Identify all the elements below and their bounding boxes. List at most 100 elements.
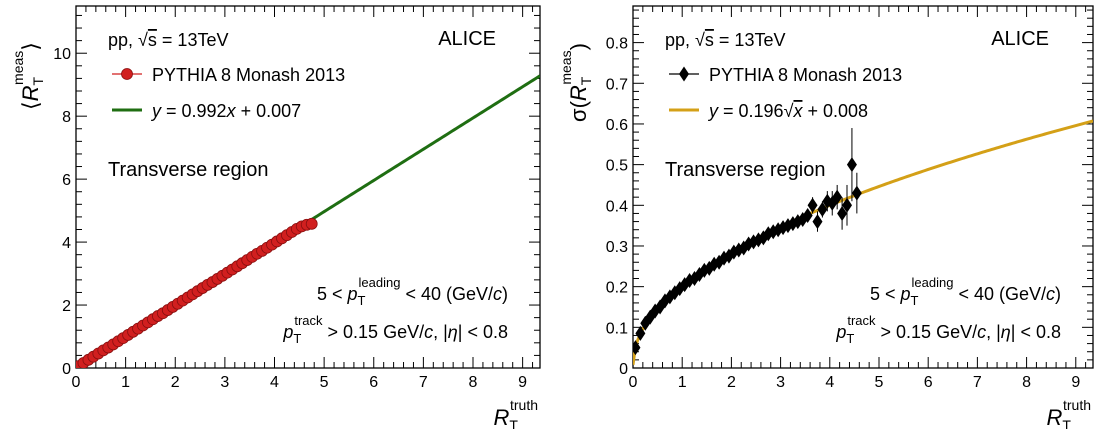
data-point [633, 340, 641, 356]
x-tick-label: 4 [270, 374, 279, 391]
y-tick-label: 10 [53, 46, 71, 63]
cut-leading-label: 5 < pTleading < 40 (GeV/c) [870, 275, 1061, 308]
y-axis-label-main: R [566, 85, 591, 101]
track-mid: > 0.15 GeV/ [323, 322, 425, 342]
cut-sub: T [911, 293, 919, 308]
data-point [851, 185, 862, 201]
y-tick-label: 0 [619, 361, 628, 378]
x-tick-label: 9 [1071, 374, 1080, 391]
legend: PYTHIA 8 Monash 2013 y = 0.992x + 0.007 [112, 65, 345, 121]
region-label: Transverse region [108, 159, 268, 181]
data-point [807, 197, 818, 213]
y-axis-label-open: ⟨ [18, 101, 43, 110]
x-tick-label: 0 [629, 374, 638, 391]
x-tick-label: 7 [973, 374, 982, 391]
legend-label-fit: y = 0.196√x + 0.008 [707, 101, 868, 121]
data-point [305, 217, 318, 230]
y-axis-label-main: R [18, 85, 43, 101]
x-axis-label-main: R [1047, 405, 1063, 429]
data-point [635, 325, 646, 341]
fit-pre: = 0.992 [161, 101, 227, 121]
legend-label-pythia: PYTHIA 8 Monash 2013 [709, 65, 902, 85]
y-tick-label: 0.4 [606, 198, 628, 215]
y-tick-label: 0.6 [606, 117, 628, 134]
cut-post: < 40 (GeV/ [953, 284, 1046, 304]
y-tick-label: 0.1 [606, 320, 628, 337]
experiment-label: ALICE [438, 28, 496, 50]
cut-sub: T [358, 293, 366, 308]
right-panel: 0 1 2 3 4 5 6 7 8 900.10.20.30.40.50.60.70.8RTtru… [558, 5, 1094, 429]
x-tick-label: 6 [924, 374, 933, 391]
track-post: | < 0.8 [1011, 322, 1061, 342]
cut-track-label: pTtrack > 0.15 GeV/c, |η| < 0.8 [282, 313, 508, 346]
track-sub: T [846, 331, 854, 346]
y-tick-label: 0.3 [606, 239, 628, 256]
x-tick-label: 2 [171, 374, 180, 391]
cut-close: ) [502, 284, 508, 304]
y-tick-label: 0.2 [606, 280, 628, 297]
x-axis-label: RTtruth [494, 397, 538, 429]
x-tick-label: 9 [518, 374, 527, 391]
cut-unit: c [493, 284, 502, 304]
track-sym: p [835, 322, 846, 342]
track-unit: c [424, 322, 433, 342]
fit-x: x [226, 101, 237, 121]
cut-sym: p [347, 284, 358, 304]
x-tick-label: 3 [776, 374, 785, 391]
track-sup: track [294, 313, 323, 328]
x-tick-label: 0 [72, 374, 81, 391]
cut-close: ) [1055, 284, 1061, 304]
x-tick-label: 1 [678, 374, 687, 391]
x-tick-label: 7 [419, 374, 428, 391]
y-axis-label-sub: T [30, 77, 46, 86]
data-point [812, 214, 823, 230]
energy-label-post: = 13TeV [157, 30, 229, 50]
x-axis-label: RTtruth [1047, 397, 1091, 429]
fit-pre: = 0.196 [718, 101, 784, 121]
data-point [817, 201, 828, 217]
y-tick-label: 6 [62, 172, 71, 189]
track-post: | < 0.8 [458, 322, 508, 342]
x-axis-label-sub: T [1062, 417, 1071, 429]
track-sym: p [282, 322, 293, 342]
y-axis-label-open: σ( [566, 100, 591, 122]
legend-marker-diamond [679, 66, 689, 82]
data-point [802, 207, 813, 223]
y-axis-label-close: ⟩ [18, 42, 43, 51]
x-tick-label: 5 [320, 374, 329, 391]
region-label: Transverse region [665, 159, 825, 181]
cut-sym: p [900, 284, 911, 304]
plot-frame [75, 5, 541, 369]
data-point [846, 157, 857, 173]
cut-leading-label: 5 < pTleading < 40 (GeV/c) [317, 275, 508, 308]
x-tick-label: 8 [1022, 374, 1031, 391]
y-axis-label-sup: meas [10, 51, 26, 85]
y-tick-label: 0 [62, 361, 71, 378]
legend-label-fit: y = 0.992x + 0.007 [150, 101, 301, 121]
y-tick-label: 0.8 [606, 36, 628, 53]
fit-post: + 0.007 [236, 101, 302, 121]
y-tick-label: 0.5 [606, 158, 628, 175]
track-unit: c [977, 322, 986, 342]
plot-area [76, 74, 540, 368]
track-mid2: , | [433, 322, 448, 342]
experiment-label: ALICE [991, 28, 1049, 50]
cut-pre: 5 < [317, 284, 348, 304]
track-sup: track [847, 313, 876, 328]
cut-sup: leading [359, 275, 401, 290]
track-mid2: , | [986, 322, 1001, 342]
y-tick-label: 4 [62, 235, 71, 252]
x-axis-label-sup: truth [1063, 397, 1091, 413]
x-tick-label: 2 [727, 374, 736, 391]
legend-marker-circle [121, 68, 133, 80]
cut-unit: c [1046, 284, 1055, 304]
cut-sup: leading [912, 275, 954, 290]
energy-label-pre: pp, [108, 30, 138, 50]
track-sub: T [293, 331, 301, 346]
x-tick-label: 8 [469, 374, 478, 391]
track-eta: η [1001, 322, 1011, 342]
data-point [837, 205, 848, 221]
track-eta: η [448, 322, 458, 342]
y-tick-label: 8 [62, 109, 71, 126]
